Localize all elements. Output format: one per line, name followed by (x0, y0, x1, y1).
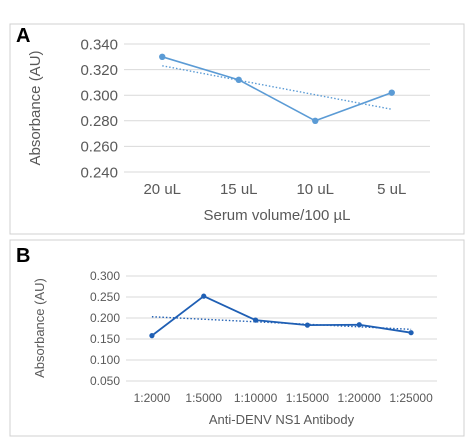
data-point (149, 333, 155, 339)
y-tick-label: 0.300 (90, 269, 120, 283)
x-tick-label: 1:5000 (185, 391, 222, 405)
trendline (151, 316, 412, 331)
series-line (162, 56, 393, 122)
x-tick-label: 1:15000 (286, 391, 330, 405)
y-tick-label: 0.050 (90, 374, 120, 388)
y-tick-label: 0.150 (90, 332, 120, 346)
data-point (388, 89, 395, 96)
chart-panel-b: B 0.050 0.100 0.150 0.200 0.250 0.300 1:2000 1:5… (9, 239, 465, 437)
x-tick-label: 5 uL (377, 181, 406, 198)
x-axis-title: Serum volume/100 µL (203, 207, 350, 224)
y-axis-title: Absorbance (AU) (32, 278, 47, 378)
x-tick-label: 1:10000 (234, 391, 278, 405)
data-point (159, 53, 166, 60)
chart-panel-a: A 0.240 0.260 0.280 0.300 0.320 0.340 20 uL 15 u… (9, 23, 465, 235)
panel-letter: A (16, 25, 30, 47)
x-tick-label: 15 uL (220, 181, 258, 198)
x-tick-label: 1:25000 (389, 391, 433, 405)
x-tick-label: 1:2000 (134, 391, 171, 405)
y-tick-label: 0.240 (80, 164, 118, 181)
data-point (312, 117, 319, 125)
x-axis-title: Anti-DENV NS1 Antibody (209, 412, 355, 427)
y-tick-label: 0.320 (80, 62, 118, 79)
trendline (162, 65, 392, 110)
data-point (408, 330, 414, 336)
series-line (151, 295, 412, 337)
panel-letter: B (16, 245, 30, 267)
y-tick-label: 0.340 (80, 36, 118, 53)
y-tick-label: 0.100 (90, 353, 120, 367)
y-tick-label: 0.200 (90, 311, 120, 325)
y-tick-label: 0.280 (80, 113, 118, 130)
y-axis-title: Absorbance (AU) (27, 50, 44, 165)
data-point (201, 293, 207, 299)
y-tick-label: 0.300 (80, 87, 118, 104)
data-point (356, 322, 362, 328)
x-tick-label: 20 uL (143, 181, 181, 198)
x-tick-label: 10 uL (296, 181, 334, 198)
data-point (304, 322, 311, 328)
panel-frame (9, 239, 465, 437)
x-tick-label: 1:20000 (338, 391, 382, 405)
y-tick-label: 0.250 (90, 290, 120, 304)
y-tick-label: 0.260 (80, 139, 118, 156)
panel-frame (9, 23, 465, 235)
